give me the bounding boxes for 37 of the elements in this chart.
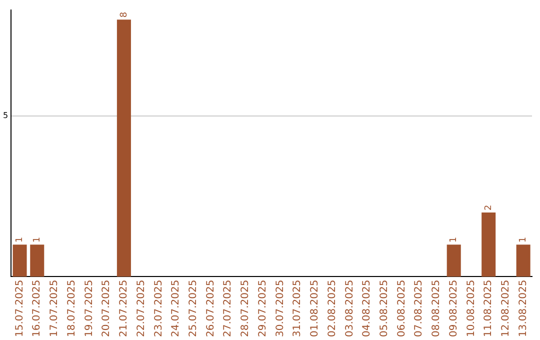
data-label: 2: [484, 204, 494, 210]
x-tick-label: 04.08.2025: [362, 280, 373, 338]
x-tick-label: 01.08.2025: [310, 280, 321, 338]
x-tick-label: 06.08.2025: [396, 280, 408, 338]
x-tick-label: 16.07.2025: [32, 280, 43, 338]
x-tick-label: 09.08.2025: [448, 280, 460, 338]
x-tick-label: 10.08.2025: [466, 280, 477, 338]
data-label: 8: [119, 12, 130, 18]
x-tick-label: 22.07.2025: [136, 280, 147, 338]
x-tick-label: 26.07.2025: [205, 280, 216, 338]
x-tick-label: 07.08.2025: [414, 280, 425, 338]
x-tick-label: 25.07.2025: [188, 280, 199, 338]
data-label: 1: [32, 236, 42, 243]
data-label: 1: [15, 236, 26, 243]
x-tick-label: 17.07.2025: [49, 280, 60, 338]
x-tick-label: 05.08.2025: [379, 280, 390, 338]
y-tick-label: 5: [2, 111, 8, 120]
x-tick-label: 21.07.2025: [118, 280, 130, 338]
x-tick-label: 02.08.2025: [326, 280, 338, 338]
data-label: 1: [449, 236, 460, 243]
x-tick-label: 19.07.2025: [84, 280, 95, 338]
x-tick-label: 24.07.2025: [170, 280, 182, 338]
x-tick-label: 27.07.2025: [222, 280, 234, 338]
x-tick-label: 12.08.2025: [500, 280, 512, 338]
x-tick-label: 29.07.2025: [257, 280, 268, 338]
x-tick-label: 03.08.2025: [344, 280, 356, 338]
x-tick-label: 15.07.2025: [14, 280, 26, 338]
x-tick-label: 23.07.2025: [153, 280, 164, 338]
x-tick-label: 11.08.2025: [483, 280, 494, 338]
x-tick-label: 08.08.2025: [431, 280, 442, 338]
x-tick-label: 30.07.2025: [274, 280, 286, 338]
x-tick-label: 28.07.2025: [240, 280, 252, 338]
x-tick-label: 18.07.2025: [66, 280, 78, 338]
x-tick-label: 13.08.2025: [518, 280, 529, 338]
x-tick-label: 31.07.2025: [292, 280, 304, 338]
x-tick-label: 20.07.2025: [101, 280, 112, 338]
data-label: 1: [518, 236, 529, 243]
